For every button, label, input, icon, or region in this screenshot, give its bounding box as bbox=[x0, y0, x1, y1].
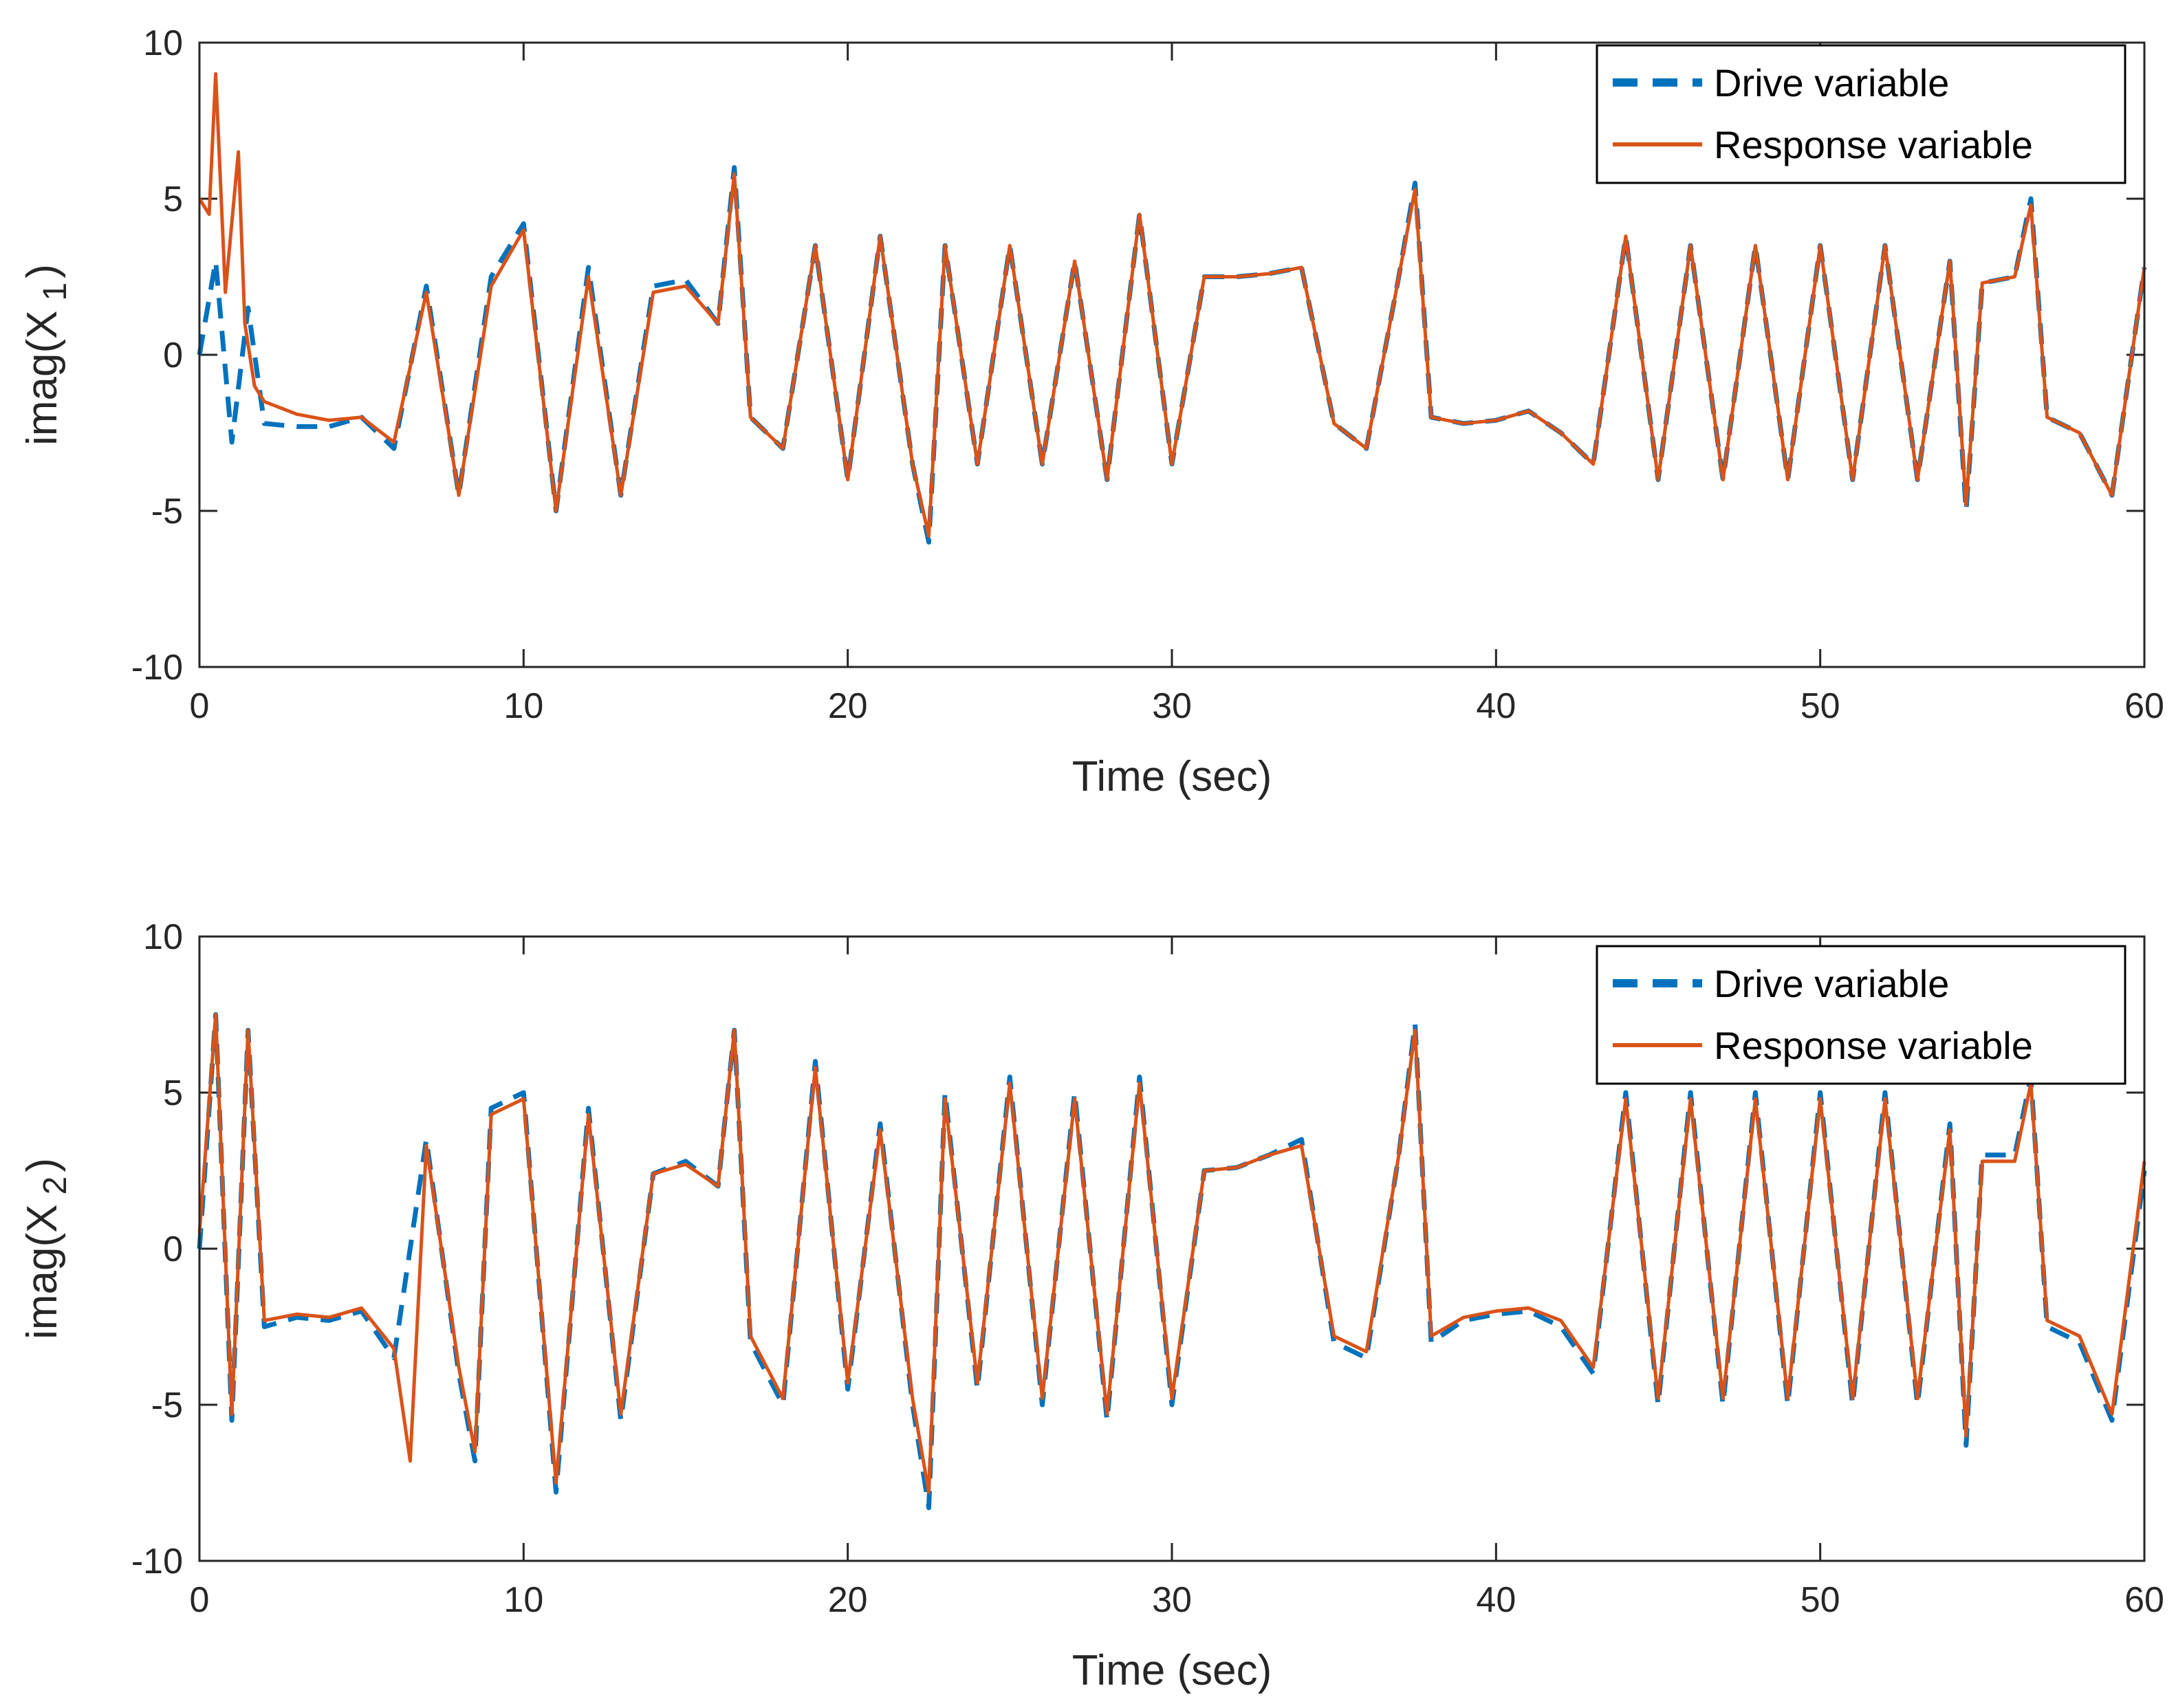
x-tick-label: 60 bbox=[2124, 1580, 2164, 1620]
x-tick-label: 40 bbox=[1476, 686, 1516, 726]
y-tick-label: -10 bbox=[131, 648, 183, 688]
x-tick-label: 10 bbox=[503, 686, 543, 726]
x-tick-label: 30 bbox=[1152, 686, 1192, 726]
x-tick-label: 20 bbox=[828, 686, 868, 726]
legend: Drive variable Response variable bbox=[1596, 945, 2126, 1085]
legend-label-response: Response variable bbox=[1714, 123, 2033, 166]
axes-box bbox=[198, 935, 2146, 1562]
legend-label-response: Response variable bbox=[1714, 1024, 2033, 1067]
series-line-response bbox=[197, 1013, 2146, 1494]
x-tick-label: 30 bbox=[1152, 1580, 1192, 1620]
x-tick-label: 40 bbox=[1476, 1580, 1516, 1620]
legend-label-drive: Drive variable bbox=[1714, 61, 1949, 105]
y-axis-label-close: ) bbox=[19, 1158, 66, 1172]
axes-box bbox=[198, 41, 2146, 668]
y-axis-label-main: imag(X bbox=[19, 1204, 66, 1339]
x-tick-label: 20 bbox=[828, 1580, 868, 1620]
series-layer bbox=[197, 1012, 2147, 1511]
y-tick-label: 5 bbox=[163, 179, 183, 219]
x-axis-label: Time (sec) bbox=[1072, 1647, 1272, 1694]
y-tick-label: 10 bbox=[143, 23, 183, 63]
y-tick-label: -5 bbox=[151, 1386, 183, 1425]
x-tick-label: 60 bbox=[2124, 686, 2164, 726]
legend-box bbox=[1596, 945, 2126, 1085]
y-axis-label: imag(X 1) bbox=[19, 264, 74, 446]
x-tick-label: 10 bbox=[503, 1580, 543, 1620]
series-line-response bbox=[197, 72, 2146, 538]
legend-box bbox=[1596, 44, 2126, 184]
x-tick-label: 0 bbox=[190, 1580, 210, 1620]
legend-label-drive: Drive variable bbox=[1714, 962, 1949, 1005]
y-axis-label-main: imag(X bbox=[19, 310, 66, 445]
series-layer bbox=[197, 72, 2147, 545]
y-axis-label-sub: 2 bbox=[37, 1176, 74, 1195]
y-tick-label: -5 bbox=[151, 492, 183, 532]
y-tick-label: 0 bbox=[163, 336, 183, 375]
y-axis-label-close: ) bbox=[19, 264, 66, 278]
x-tick-label: 50 bbox=[1800, 686, 1840, 726]
y-axis-label-sub: 1 bbox=[37, 283, 74, 301]
y-tick-label: -10 bbox=[131, 1542, 183, 1581]
y-tick-label: 10 bbox=[143, 917, 183, 957]
y-axis-label: imag(X 2) bbox=[19, 1158, 74, 1339]
y-tick-label: 5 bbox=[163, 1073, 183, 1113]
legend: Drive variable Response variable bbox=[1596, 44, 2126, 184]
x-tick-label: 0 bbox=[190, 686, 210, 726]
y-tick-label: 0 bbox=[163, 1229, 183, 1269]
x-tick-label: 50 bbox=[1800, 1580, 1840, 1620]
x-axis-label: Time (sec) bbox=[1072, 753, 1272, 800]
